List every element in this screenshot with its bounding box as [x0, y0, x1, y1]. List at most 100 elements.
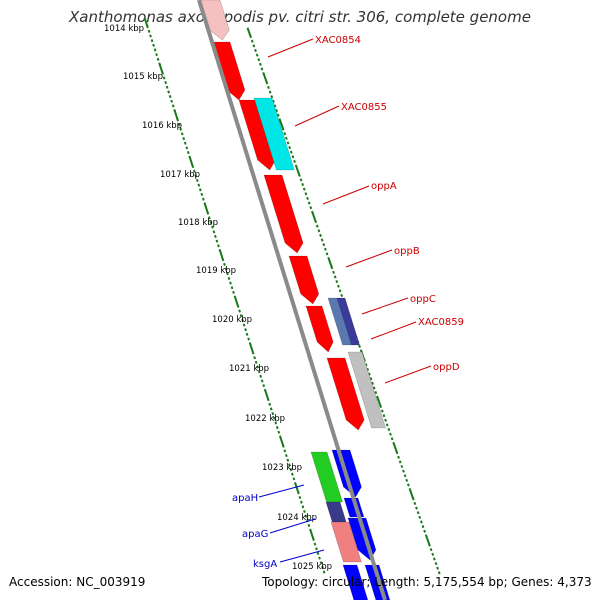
gene-arrow-oppb — [288, 255, 320, 305]
ruler-minor-tick — [194, 174, 198, 178]
gene-label-leader — [269, 518, 316, 534]
ruler-minor-tick — [208, 216, 211, 220]
ruler-minor-tick — [217, 244, 220, 248]
ruler-minor-tick — [171, 104, 175, 108]
ruler-major-tick — [219, 250, 224, 260]
ruler-minor-tick — [268, 90, 272, 94]
ruler-minor-tick — [325, 252, 329, 256]
ruler-major-tick — [392, 443, 398, 453]
ruler-minor-tick — [338, 289, 342, 293]
ruler-minor-tick — [247, 337, 250, 341]
ruler-minor-tick — [238, 309, 241, 313]
gene-arrow-xac0855a — [238, 99, 276, 171]
ruler-minor-tick — [206, 211, 210, 215]
ruler-minor-tick — [267, 85, 270, 90]
ruler-major-tick — [143, 17, 149, 27]
ruler-minor-tick — [239, 314, 243, 318]
ruler-tick-track — [143, 17, 326, 574]
ruler-minor-tick — [318, 556, 321, 560]
ruler-minor-tick — [332, 270, 335, 274]
ruler-major-tick — [188, 157, 194, 167]
genome-title: Xanthomonas axonopodis pv. citri str. 30… — [69, 8, 531, 26]
ruler-labels: 1014 kbp 1015 kbp 1016 kbp 1017 kbp 1018 kbp… — [104, 24, 332, 572]
ruler-minor-tick — [302, 187, 306, 191]
ruler-minor-tick — [162, 76, 166, 80]
ruler-minor-tick — [304, 192, 308, 196]
ruler-minor-tick — [298, 495, 302, 500]
ruler-label: 1025 kbp — [292, 562, 332, 572]
ruler-minor-tick — [192, 169, 196, 173]
ruler-minor-tick — [254, 360, 258, 364]
ruler-minor-tick — [291, 472, 294, 476]
ruler-minor-tick — [437, 571, 441, 575]
ruler-minor-tick — [337, 284, 340, 288]
ruler-minor-tick — [176, 118, 180, 122]
ruler-minor-tick — [168, 95, 172, 99]
ruler-minor-tick — [179, 127, 183, 131]
ruler-minor-tick — [227, 276, 231, 280]
ruler-major-tick — [204, 203, 209, 214]
ruler-minor-tick — [209, 220, 213, 225]
ruler-label: 1019 kbp — [196, 266, 236, 276]
ruler-minor-tick — [275, 426, 279, 430]
ruler-minor-tick — [270, 95, 274, 99]
ruler-minor-tick — [411, 497, 415, 501]
ruler-label: 1014 kbp — [104, 24, 144, 34]
ruler-minor-tick — [170, 99, 174, 103]
ruler-minor-tick — [403, 474, 407, 478]
ruler-minor-tick — [200, 192, 204, 197]
gene-label-leader — [322, 185, 370, 205]
ruler-minor-tick — [299, 178, 303, 182]
ruler-label: 1018 kbp — [178, 218, 218, 228]
gene-block-oppd — [347, 351, 386, 429]
gene-label-leader — [279, 549, 325, 563]
ruler-minor-tick — [306, 196, 309, 200]
ruler-minor-tick — [232, 290, 235, 294]
ruler-label: 1021 kbp — [229, 364, 269, 374]
ruler-minor-tick — [286, 458, 290, 462]
gene-labels: XAC0854 XAC0855 oppA oppB oppC XAC0859 oppD apa… — [232, 35, 464, 570]
ruler-minor-tick — [214, 234, 217, 238]
ruler-major-tick — [264, 390, 270, 400]
ruler-major-tick — [327, 258, 333, 268]
ruler-minor-tick — [358, 344, 361, 348]
ruler-minor-tick — [316, 551, 320, 555]
ruler-minor-tick — [330, 266, 334, 270]
ruler-minor-tick — [149, 34, 152, 38]
ruler-minor-tick — [265, 81, 269, 85]
genome-summary: Topology: circular; Length: 5,175,554 bp… — [262, 575, 592, 589]
ruler-minor-tick — [253, 356, 256, 360]
ruler-minor-tick — [335, 280, 339, 284]
ruler-minor-tick — [364, 363, 368, 367]
ruler-major-tick — [246, 27, 252, 37]
ruler-minor-tick — [340, 293, 344, 298]
ruler-label: 1023 kbp — [262, 463, 302, 473]
ruler-minor-tick — [406, 483, 410, 487]
ruler-minor-tick — [236, 304, 240, 308]
ruler-minor-tick — [382, 414, 386, 418]
ruler-major-tick — [295, 166, 301, 176]
ruler-minor-tick — [230, 286, 234, 290]
ruler-minor-tick — [223, 262, 226, 266]
ruler-minor-tick — [183, 141, 187, 145]
ruler-minor-tick — [244, 328, 247, 332]
ruler-minor-tick — [195, 178, 199, 183]
ruler-minor-tick — [298, 173, 301, 177]
ruler-minor-tick — [251, 351, 255, 355]
ruler-minor-tick — [259, 62, 262, 66]
ruler-minor-tick — [249, 35, 253, 39]
ruler-minor-tick — [191, 164, 195, 169]
gene-label: XAC0855 — [341, 102, 387, 113]
ruler-minor-tick — [260, 67, 264, 71]
ruler-minor-tick — [274, 421, 278, 425]
ruler-minor-tick — [152, 43, 155, 47]
ruler-minor-tick — [315, 547, 318, 551]
ruler-minor-tick — [273, 104, 277, 108]
ruler-minor-tick — [374, 390, 378, 395]
ruler-minor-tick — [229, 281, 232, 285]
ruler-minor-tick — [201, 197, 205, 201]
ruler-minor-tick — [286, 141, 290, 145]
ruler-minor-tick — [413, 501, 417, 506]
ruler-minor-tick — [167, 90, 170, 94]
